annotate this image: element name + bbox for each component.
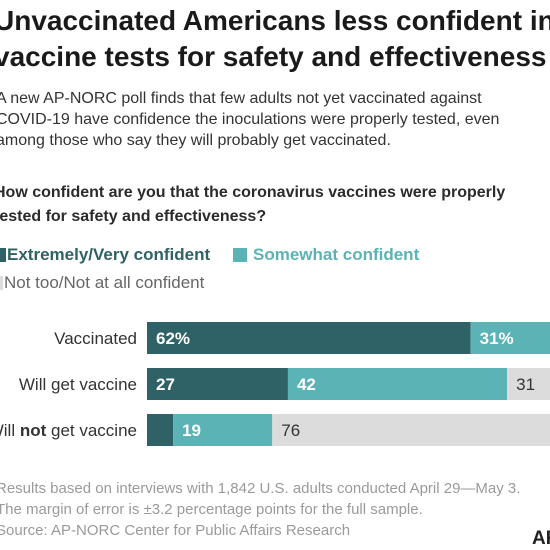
- data-label: 31: [516, 375, 535, 394]
- data-label: 76: [281, 421, 300, 440]
- bar-segment: [173, 414, 273, 446]
- stacked-bar-chart: Vaccinated 62% 31% Will get vaccine 27 42 31 Wi…: [0, 322, 550, 446]
- category-label: Will not get vaccine: [0, 421, 137, 440]
- data-label: 42: [297, 375, 316, 394]
- survey-question-line-2: tested for safety and effectiveness?: [0, 208, 267, 225]
- chart-title: Unvaccinated Americans less confident in…: [0, 3, 550, 75]
- bar-segment: [147, 322, 471, 354]
- data-label: 31%: [480, 329, 514, 348]
- category-label: Will get vaccine: [19, 375, 137, 394]
- category-label: Vaccinated: [54, 329, 137, 348]
- legend-swatch-not: [0, 276, 3, 290]
- legend-swatch-extremely: [0, 248, 6, 262]
- notes-line-2: The margin of error is ±3.2 percentage p…: [0, 501, 423, 518]
- chart-title-line-1: Unvaccinated Americans less confident in: [0, 5, 550, 36]
- chart-title-line-2: vaccine tests for safety and effectivene…: [0, 41, 547, 72]
- svg-text:AP: AP: [532, 528, 550, 548]
- source-line: Source: AP-NORC Center for Public Affair…: [0, 522, 351, 539]
- bar-segment: [470, 322, 550, 354]
- bar-segment: [147, 414, 174, 446]
- data-label: 62%: [156, 329, 190, 348]
- bar-segment: [287, 368, 508, 400]
- chart-notes: Results based on interviews with 1,842 U…: [0, 478, 550, 541]
- survey-question: How confident are you that the coronavir…: [0, 181, 550, 229]
- legend-swatch-somewhat: [233, 248, 247, 262]
- bar-segment: [507, 368, 550, 400]
- legend-label-extremely: Extremely/Very confident: [7, 245, 211, 264]
- survey-question-line-1: How confident are you that the coronavir…: [0, 184, 506, 201]
- chart-subtitle-line-3: among those who say they will probably g…: [0, 132, 391, 149]
- data-label: 27: [156, 375, 175, 394]
- notes-line-1: Results based on interviews with 1,842 U…: [0, 480, 521, 497]
- data-label: 19: [182, 421, 201, 440]
- bar-segment: [272, 414, 550, 446]
- bar-segment: [147, 368, 288, 400]
- legend-label-somewhat: Somewhat confident: [253, 245, 420, 264]
- chart-subtitle-line-2: COVID-19 have confidence the inoculation…: [0, 111, 500, 128]
- chart-subtitle: A new AP-NORC poll finds that few adults…: [0, 88, 550, 151]
- ap-logo: AP: [532, 528, 550, 548]
- chart-subtitle-line-1: A new AP-NORC poll finds that few adults…: [0, 90, 482, 107]
- legend-label-not: Not too/Not at all confident: [4, 273, 205, 292]
